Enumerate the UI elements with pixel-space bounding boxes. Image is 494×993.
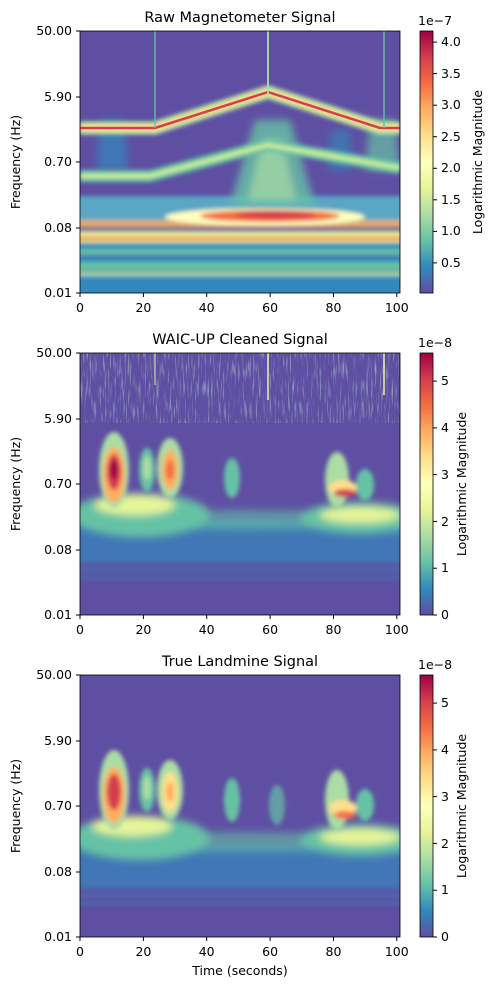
y-ticks: 50.00 5.90 0.70 0.08 0.01	[36, 667, 80, 944]
x-tick-label: 80	[326, 622, 342, 637]
y-axis-label: Frequency (Hz)	[8, 437, 23, 531]
colorbar-tick: 1.0	[441, 223, 461, 238]
colorbar-tick: 3.0	[441, 97, 461, 112]
heatmap-area	[80, 675, 400, 937]
x-tick-label: 100	[385, 300, 409, 315]
y-tick-label: 50.00	[36, 667, 72, 682]
colorbar-tick: 3	[441, 467, 449, 482]
x-tick-label: 80	[326, 944, 342, 959]
y-tick-label: 5.90	[44, 89, 72, 104]
y-tick-label: 5.90	[44, 733, 72, 748]
x-tick-label: 40	[199, 300, 215, 315]
colorbar-label: Logarithmic Magnitude	[470, 90, 485, 234]
colorbar-tick: 2.5	[441, 129, 461, 144]
y-tick-label: 0.70	[44, 476, 72, 491]
colorbar-tick: 4.0	[441, 34, 461, 49]
colorbar-tick: 5	[441, 373, 449, 388]
y-tick-label: 0.01	[44, 929, 72, 944]
colorbar-tick: 2.0	[441, 160, 461, 175]
colorbar-tick: 0	[441, 929, 449, 944]
colorbar-label: Logarithmic Magnitude	[454, 412, 469, 556]
chart-title: WAIC-UP Cleaned Signal	[152, 332, 328, 348]
x-tick-label: 60	[262, 300, 278, 315]
x-tick-label: 60	[262, 622, 278, 637]
y-tick-label: 0.70	[44, 798, 72, 813]
colorbar-tick: 0	[441, 607, 449, 622]
colorbar: 1e−8 Logarithmic Magnitude 0 1 2 3 4 5	[418, 335, 469, 622]
y-ticks: 50.00 5.90 0.70 0.08 0.01	[36, 345, 80, 622]
y-tick-label: 0.08	[44, 220, 72, 235]
x-tick-label: 0	[76, 944, 84, 959]
panel-cleaned: WAIC-UP Cleaned Signal	[8, 332, 469, 637]
colorbar-tick: 5	[441, 695, 449, 710]
heatmap-area	[80, 353, 400, 615]
y-ticks: 50.00 5.90 0.70 0.08 0.01	[36, 23, 80, 300]
colorbar-multiplier: 1e−8	[418, 335, 452, 350]
colorbar-multiplier: 1e−8	[418, 657, 452, 672]
x-tick-label: 20	[135, 300, 151, 315]
y-tick-label: 0.01	[44, 607, 72, 622]
colorbar-tick: 1.5	[441, 192, 461, 207]
x-axis-label: Time (seconds)	[191, 963, 287, 978]
colorbar-tick: 4	[441, 420, 449, 435]
chart-title: True Landmine Signal	[161, 654, 318, 670]
panel-raw: Raw Magnetometer Signal	[8, 10, 485, 315]
y-tick-label: 0.08	[44, 542, 72, 557]
x-tick-label: 100	[385, 944, 409, 959]
colorbar-tick: 2	[441, 836, 449, 851]
y-tick-label: 0.70	[44, 154, 72, 169]
y-tick-label: 0.08	[44, 864, 72, 879]
x-tick-label: 60	[262, 944, 278, 959]
colorbar-tick: 1	[441, 882, 449, 897]
x-tick-label: 0	[76, 300, 84, 315]
x-tick-label: 40	[199, 944, 215, 959]
y-tick-label: 0.01	[44, 285, 72, 300]
y-axis-label: Frequency (Hz)	[8, 115, 23, 209]
x-tick-label: 0	[76, 622, 84, 637]
x-ticks: 0 20 40 60 80 100	[76, 937, 409, 959]
chart-title: Raw Magnetometer Signal	[144, 10, 335, 26]
y-tick-label: 5.90	[44, 411, 72, 426]
colorbar-tick: 3.5	[441, 66, 461, 81]
y-tick-label: 50.00	[36, 345, 72, 360]
colorbar-tick: 3	[441, 789, 449, 804]
x-tick-label: 80	[326, 300, 342, 315]
colorbar-tick: 4	[441, 742, 449, 757]
colorbar-multiplier: 1e−7	[418, 13, 452, 28]
colorbar: 1e−8 Logarithmic Magnitude 0 1 2 3 4 5	[418, 657, 469, 944]
x-ticks: 0 20 40 60 80 100	[76, 615, 409, 637]
heatmap-area	[80, 31, 400, 293]
x-tick-label: 40	[199, 622, 215, 637]
x-tick-label: 20	[135, 622, 151, 637]
colorbar-tick: 1	[441, 560, 449, 575]
x-tick-label: 20	[135, 944, 151, 959]
colorbar-tick: 2	[441, 514, 449, 529]
panel-true: True Landmine Signal	[8, 654, 469, 978]
y-axis-label: Frequency (Hz)	[8, 759, 23, 853]
colorbar: 1e−7 Logarithmic Magnitude 0.5 1.0 1.5 2…	[418, 13, 485, 294]
colorbar-tick: 0.5	[441, 255, 461, 270]
colorbar-label: Logarithmic Magnitude	[454, 734, 469, 878]
x-ticks: 0 20 40 60 80 100	[76, 293, 409, 315]
x-tick-label: 100	[385, 622, 409, 637]
y-tick-label: 50.00	[36, 23, 72, 38]
